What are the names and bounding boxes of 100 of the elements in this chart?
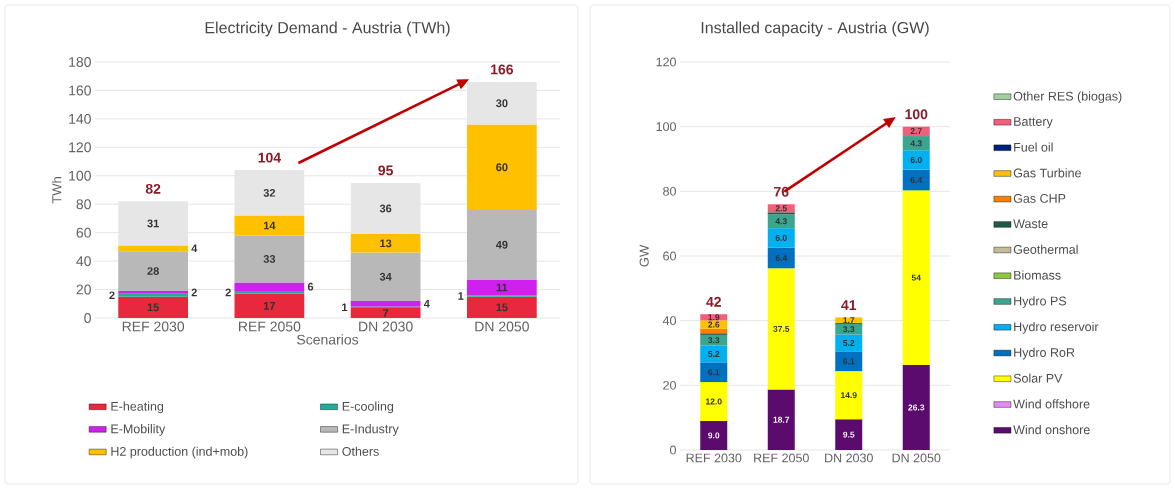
data-label: 31	[147, 219, 159, 228]
total-label: 166	[491, 64, 514, 75]
y-tick-label: 40	[76, 256, 91, 267]
data-label: 2.6	[708, 321, 720, 328]
y-tick-label: 20	[663, 380, 676, 390]
data-label: 6.1	[708, 369, 720, 376]
data-label: 5.2	[708, 350, 720, 357]
legend-label: Biomass	[1014, 270, 1061, 280]
data-label: 4	[191, 244, 198, 253]
legend-label: Battery	[1014, 117, 1053, 129]
legend-label: Wind onshore	[1013, 425, 1090, 435]
data-label: 15	[147, 303, 159, 312]
data-label: 14.9	[841, 392, 857, 399]
data-label: 2	[225, 288, 231, 297]
total-label: 42	[706, 296, 721, 307]
y-tick-label: 120	[69, 142, 91, 153]
y-tick-label: 100	[656, 122, 676, 132]
data-label: 4.3	[910, 140, 922, 147]
data-label: 2	[191, 288, 197, 297]
y-tick-label: 160	[69, 85, 91, 96]
legend-label: E-cooling	[342, 401, 394, 414]
chart-title: Installed capacity - Austria (GW)	[701, 21, 929, 37]
chart-title: Electricity Demand - Austria (TWh)	[205, 21, 450, 37]
legend-label: Hydro reservoir	[1014, 321, 1099, 334]
data-label: 7	[383, 309, 389, 317]
legend-label: Geothermal	[1013, 244, 1078, 254]
y-tick-label: 0	[670, 445, 676, 455]
x-tick-label: REF 2030	[122, 321, 185, 332]
x-tick-label: REF 2030	[686, 453, 742, 463]
data-label: 6.0	[775, 234, 787, 241]
y-axis-title: TWh	[51, 177, 62, 204]
data-label: 34	[379, 272, 392, 281]
y-tick-label: 60	[663, 251, 676, 261]
data-label: 36	[379, 204, 392, 213]
y-tick-label: 140	[69, 113, 91, 124]
data-label: 4	[423, 299, 430, 308]
x-tick-label: REF 2050	[754, 453, 809, 463]
y-tick-label: 60	[76, 227, 91, 238]
y-tick-label: 20	[76, 284, 91, 295]
data-label: 30	[496, 99, 508, 108]
data-label: 9.0	[708, 432, 720, 439]
data-label: 14	[263, 221, 276, 230]
legend-label: Hydro RoR	[1014, 347, 1075, 360]
data-label: 6.0	[910, 156, 922, 163]
data-label: 6.1	[843, 358, 855, 365]
legend-label: Fuel oil	[1014, 142, 1053, 152]
legend-label: Hydro PS	[1014, 296, 1067, 308]
data-label: 1	[342, 303, 348, 312]
total-label: 41	[841, 300, 857, 310]
data-label: 13	[380, 239, 392, 248]
legend-label: Others	[342, 446, 379, 456]
data-label: 12.0	[706, 398, 722, 405]
legend-label: E-heating	[111, 401, 164, 414]
x-tick-label: DN 2030	[359, 321, 413, 332]
y-tick-label: 100	[69, 170, 91, 181]
legend-label: Waste	[1013, 219, 1048, 229]
data-label: 26.3	[908, 404, 925, 411]
data-label: 60	[496, 163, 508, 172]
y-tick-label: 40	[662, 316, 676, 326]
legend-label: Gas CHP	[1013, 193, 1066, 203]
x-tick-label: REF 2050	[239, 321, 301, 332]
data-label: 11	[496, 283, 508, 292]
data-label: 1.7	[843, 317, 855, 324]
total-label: 82	[145, 183, 161, 194]
x-axis-title: Scenarios	[297, 334, 359, 345]
legend-label: E-Industry	[342, 424, 399, 436]
x-tick-label: DN 2050	[475, 321, 529, 332]
data-label: 6	[307, 282, 314, 291]
data-label: 1.9	[708, 314, 720, 321]
y-tick-label: 80	[663, 186, 676, 196]
legend-label: Other RES (biogas)	[1013, 91, 1122, 104]
legend-label: H2 production (ind+mob)	[111, 446, 248, 459]
data-label: 2.5	[775, 205, 787, 212]
data-label: 9.5	[843, 431, 855, 438]
data-label: 4.3	[775, 218, 787, 225]
legend-label: Gas Turbine	[1013, 168, 1081, 178]
data-label: 3.3	[843, 326, 855, 333]
x-tick-label: DN 2030	[825, 453, 873, 463]
data-label: 15	[496, 303, 508, 312]
legend-label: E-Mobility	[111, 424, 166, 436]
y-tick-label: 180	[69, 57, 91, 67]
x-tick-label: DN 2050	[892, 453, 941, 463]
y-tick-label: 80	[76, 199, 91, 210]
legend-label: Wind offshore	[1013, 399, 1090, 409]
data-label: 28	[147, 267, 159, 275]
data-label: 49	[495, 240, 508, 249]
data-label: 18.7	[773, 416, 790, 423]
data-label: 1	[458, 292, 464, 300]
total-label: 76	[774, 186, 789, 197]
data-label: 2.7	[910, 128, 922, 134]
total-label: 104	[258, 152, 281, 163]
data-label: 3.3	[708, 337, 720, 344]
data-label: 5.2	[843, 339, 855, 346]
y-tick-label: 0	[84, 313, 91, 323]
data-label: 6.4	[775, 254, 788, 261]
total-label: 100	[905, 109, 928, 120]
data-label: 37.5	[773, 325, 790, 332]
y-axis-title: GW	[639, 244, 649, 267]
data-label: 32	[263, 188, 276, 197]
data-label: 2	[109, 291, 115, 300]
